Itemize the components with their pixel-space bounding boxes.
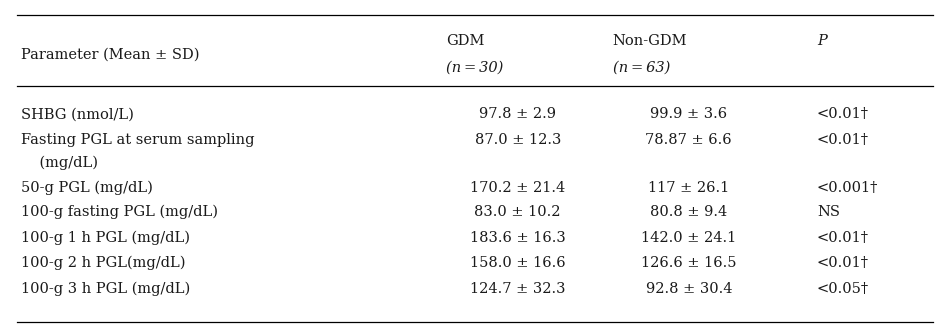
Text: 126.6 ± 16.5: 126.6 ± 16.5 [641, 256, 736, 270]
Text: 97.8 ± 2.9: 97.8 ± 2.9 [479, 107, 557, 121]
Text: Parameter (Mean ± SD): Parameter (Mean ± SD) [21, 47, 200, 61]
Text: <0.01†: <0.01† [817, 256, 869, 270]
Text: 117 ± 26.1: 117 ± 26.1 [648, 181, 730, 194]
Text: 100-g fasting PGL (mg/dL): 100-g fasting PGL (mg/dL) [21, 205, 218, 219]
Text: 183.6 ± 16.3: 183.6 ± 16.3 [470, 231, 565, 244]
Text: <0.01†: <0.01† [817, 107, 869, 121]
Text: Fasting PGL at serum sampling: Fasting PGL at serum sampling [21, 133, 255, 147]
Text: SHBG (nmol/L): SHBG (nmol/L) [21, 107, 134, 121]
Text: (n = 63): (n = 63) [613, 61, 670, 74]
Text: P: P [817, 34, 826, 48]
Text: 87.0 ± 12.3: 87.0 ± 12.3 [475, 133, 560, 147]
Text: 92.8 ± 30.4: 92.8 ± 30.4 [645, 282, 732, 296]
Text: 99.9 ± 3.6: 99.9 ± 3.6 [650, 107, 728, 121]
Text: 142.0 ± 24.1: 142.0 ± 24.1 [641, 231, 736, 244]
Text: 100-g 1 h PGL (mg/dL): 100-g 1 h PGL (mg/dL) [21, 230, 190, 245]
Text: NS: NS [817, 205, 840, 219]
Text: 50-g PGL (mg/dL): 50-g PGL (mg/dL) [21, 180, 153, 195]
Text: 100-g 2 h PGL(mg/dL): 100-g 2 h PGL(mg/dL) [21, 256, 185, 270]
Text: <0.001†: <0.001† [817, 181, 879, 194]
Text: 83.0 ± 10.2: 83.0 ± 10.2 [474, 205, 561, 219]
Text: <0.01†: <0.01† [817, 133, 869, 147]
Text: 78.87 ± 6.6: 78.87 ± 6.6 [645, 133, 732, 147]
Text: 100-g 3 h PGL (mg/dL): 100-g 3 h PGL (mg/dL) [21, 282, 190, 296]
Text: Non-GDM: Non-GDM [613, 34, 687, 48]
Text: <0.01†: <0.01† [817, 231, 869, 244]
Text: 170.2 ± 21.4: 170.2 ± 21.4 [470, 181, 565, 194]
Text: <0.05†: <0.05† [817, 282, 869, 296]
Text: 80.8 ± 9.4: 80.8 ± 9.4 [650, 205, 728, 219]
Text: (n = 30): (n = 30) [446, 61, 504, 74]
Text: GDM: GDM [446, 34, 485, 48]
Text: 124.7 ± 32.3: 124.7 ± 32.3 [470, 282, 565, 296]
Text: 158.0 ± 16.6: 158.0 ± 16.6 [470, 256, 565, 270]
Text: (mg/dL): (mg/dL) [21, 156, 98, 170]
